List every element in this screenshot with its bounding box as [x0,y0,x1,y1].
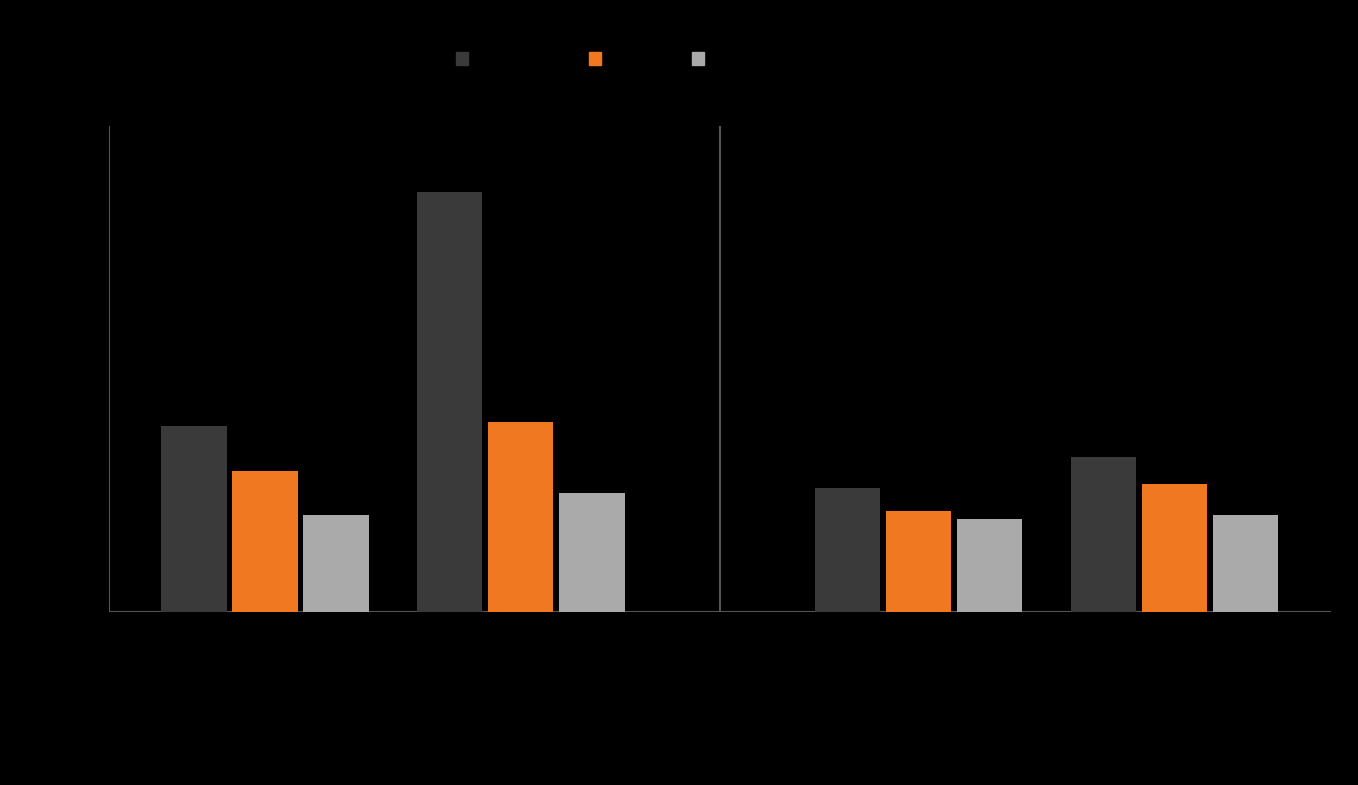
Bar [417,192,482,612]
Bar [1213,515,1278,612]
Legend: Estimated RIR, Actual RIR, Difference: Estimated RIR, Actual RIR, Difference [449,46,794,73]
Bar [488,422,554,612]
Bar [559,493,625,612]
Bar [1070,458,1137,612]
Bar [303,515,369,612]
Bar [885,510,952,612]
Bar [957,520,1023,612]
Bar [1142,484,1207,612]
Bar [815,488,880,612]
Bar [162,426,227,612]
Bar [232,471,297,612]
